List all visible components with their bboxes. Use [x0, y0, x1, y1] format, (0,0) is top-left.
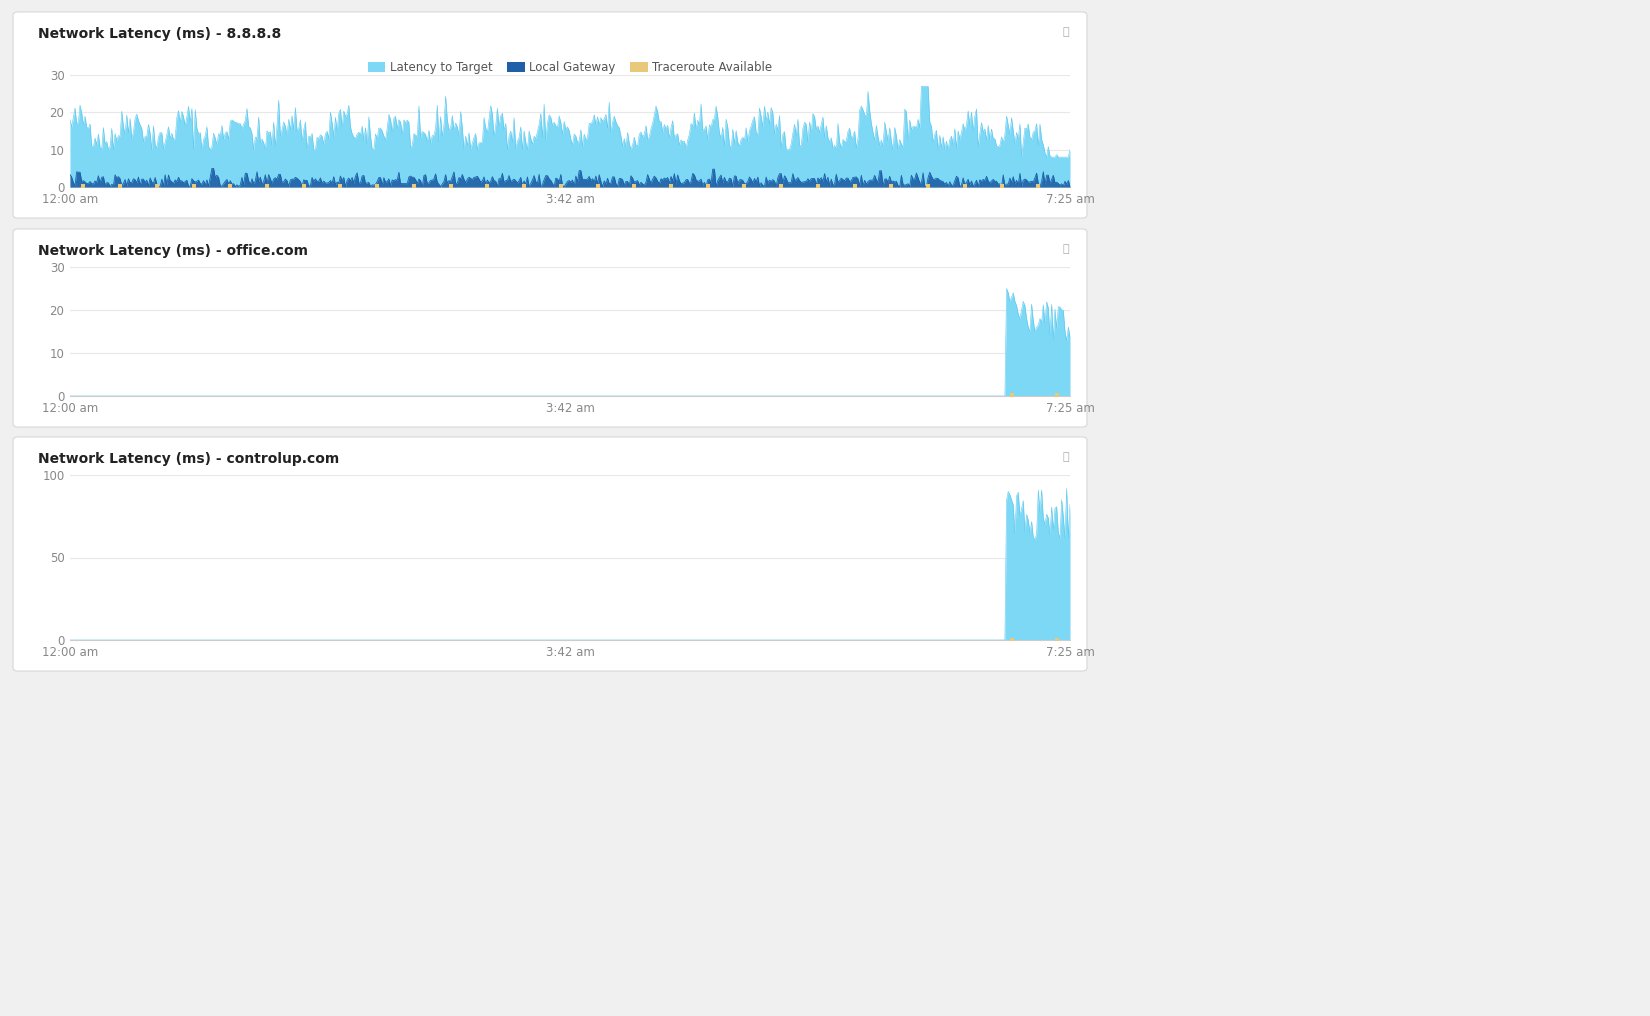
Text: 🔔: 🔔 — [1063, 452, 1069, 462]
Legend: Latency to Target, Local Gateway, Traceroute Available: Latency to Target, Local Gateway, Tracer… — [368, 61, 772, 74]
Text: Network Latency (ms) - office.com: Network Latency (ms) - office.com — [38, 244, 309, 258]
Text: 🔔: 🔔 — [1063, 244, 1069, 254]
Text: 🔔: 🔔 — [1063, 27, 1069, 38]
Text: Network Latency (ms) - 8.8.8.8: Network Latency (ms) - 8.8.8.8 — [38, 27, 281, 42]
Text: Network Latency (ms) - controlup.com: Network Latency (ms) - controlup.com — [38, 452, 338, 466]
